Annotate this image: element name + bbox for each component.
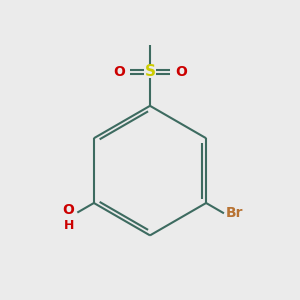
Text: S: S (145, 64, 155, 80)
Text: O: O (113, 65, 125, 79)
Text: H: H (63, 219, 74, 232)
Text: Br: Br (225, 206, 243, 220)
Text: O: O (175, 65, 187, 79)
Text: O: O (62, 202, 74, 217)
